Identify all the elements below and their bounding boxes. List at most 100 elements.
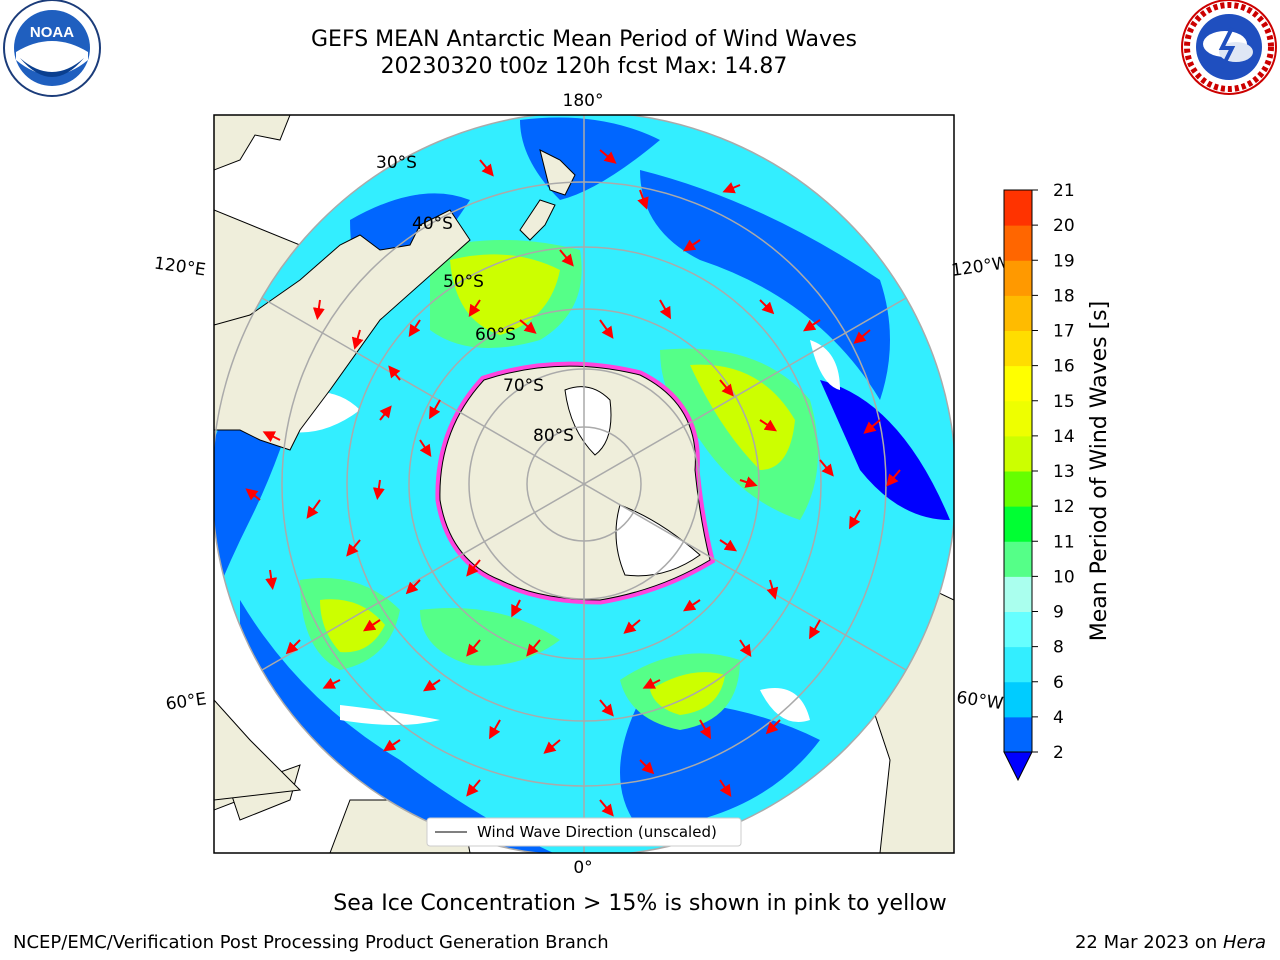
arrow (405, 579, 421, 595)
noaa-logo-text: NOAA (30, 24, 74, 41)
colorbar-tick-label: 8 (1053, 638, 1064, 658)
arrow (683, 239, 701, 252)
continents-in-disk (214, 149, 576, 801)
arrow (559, 249, 574, 267)
lon-label-60e: 60°E (165, 689, 208, 714)
arrow (372, 479, 385, 500)
lon-label-120e: 120°E (153, 253, 207, 280)
arrow (719, 539, 737, 552)
lon-label-0: 0° (573, 858, 592, 878)
arrow (429, 399, 441, 420)
lon-label-180: 180° (563, 91, 604, 111)
arrow (363, 619, 381, 632)
arrow (383, 739, 401, 752)
colorbar-segment (1004, 681, 1032, 718)
arrow (853, 329, 871, 344)
lon-label-60w: 60°W (955, 688, 1004, 714)
colorbar-tick-label: 16 (1053, 357, 1075, 377)
arrow (849, 509, 861, 530)
arrow (468, 299, 481, 317)
arrow (312, 299, 325, 320)
arrow (599, 149, 617, 164)
lon-label-120w: 120°W (950, 253, 1010, 281)
colorbar-tick-label: 19 (1053, 251, 1075, 271)
arrow (637, 189, 649, 210)
arrow (819, 459, 834, 477)
arrow (479, 159, 494, 177)
arrow (722, 182, 741, 194)
arrow (803, 319, 821, 332)
colorbar-tick-label: 13 (1053, 462, 1075, 482)
arrow (765, 719, 781, 735)
colorbar-segment (1004, 295, 1032, 331)
map-border (213, 114, 955, 854)
lat-label-70s: 70°S (503, 376, 544, 396)
arrow (419, 439, 432, 457)
legend-label: Wind Wave Direction (unscaled) (477, 823, 717, 841)
credit-line: NCEP/EMC/Verification Post Processing Pr… (13, 932, 609, 953)
arrow (759, 299, 775, 315)
colorbar-segment (1004, 260, 1032, 296)
colorbar-label: Mean Period of Wind Waves [s] (1087, 301, 1112, 641)
arrow (599, 699, 614, 717)
colorbar-tick-label: 2 (1053, 743, 1064, 763)
colorbar-tick-label: 9 (1053, 603, 1064, 623)
latitude-labels: 30°S 40°S 50°S 60°S 70°S 80°S (376, 153, 574, 446)
antarctica (435, 361, 716, 605)
colorbar-segment (1004, 576, 1032, 612)
arrow (489, 719, 501, 740)
colorbar-segment (1004, 716, 1032, 753)
arrow (265, 569, 278, 590)
arrow (639, 759, 655, 775)
colorbar-segment (1004, 400, 1032, 437)
wind-wave-arrows (245, 149, 901, 817)
arrow (683, 599, 701, 612)
arrow (719, 779, 732, 797)
colorbar-tick-label: 15 (1053, 392, 1075, 412)
colorbar-tick-label: 17 (1053, 322, 1075, 342)
colorbar-segment (1004, 190, 1032, 226)
arrow (466, 639, 481, 657)
colorbar-tick-label: 20 (1053, 216, 1075, 236)
arrow (659, 299, 671, 320)
arrow (699, 719, 711, 740)
colorbar-tick-label: 10 (1053, 567, 1075, 587)
colorbar-tick-label: 12 (1053, 497, 1075, 517)
arrow (351, 329, 364, 350)
date-text: 22 Mar 2023 on (1074, 932, 1223, 953)
machine-name: Hera (1222, 932, 1266, 953)
colorbar-segment (1004, 471, 1032, 507)
sea-ice-note: Sea Ice Concentration > 15% is shown in … (333, 891, 947, 916)
arrow (543, 739, 561, 754)
arrow (379, 405, 392, 421)
arrow (739, 639, 752, 657)
colorbar-segment (1004, 611, 1032, 648)
arrow (623, 619, 641, 634)
arrow (408, 319, 421, 337)
colorbar-segment (1004, 225, 1032, 261)
lat-label-40s: 40°S (412, 214, 453, 234)
arrow (863, 419, 881, 434)
arrow (739, 476, 758, 488)
colorbar: 2 4 6 8 9 10 11 12 13 14 15 16 17 18 19 20 21 (1003, 181, 1075, 782)
chart-title: GEFS MEAN Antarctic Mean Period of Wind … (311, 27, 857, 52)
date-stamp: 22 Mar 2023 on Hera (1075, 932, 1266, 953)
colorbar-tick-label: 18 (1053, 286, 1075, 306)
colorbar-tick-label: 4 (1053, 708, 1064, 728)
chart-subtitle: 20230320 t00z 120h fcst Max: 14.87 (380, 54, 788, 79)
arrow (262, 431, 281, 443)
arrow (519, 319, 537, 334)
colorbar-segment (1004, 365, 1032, 402)
lat-label-50s: 50°S (443, 272, 484, 292)
noaa-logo: NOAA (3, 0, 101, 97)
colorbar-segment (1004, 506, 1032, 542)
colorbar-tick-label: 6 (1053, 673, 1064, 693)
colorbar-segment (1004, 330, 1032, 367)
lat-label-30s: 30°S (376, 153, 417, 173)
colorbar-segment (1004, 435, 1032, 472)
nws-logo (1181, 0, 1277, 95)
colorbar-segment (1004, 541, 1032, 577)
lat-label-60s: 60°S (475, 325, 516, 345)
map-legend: Wind Wave Direction (unscaled) (426, 817, 742, 847)
